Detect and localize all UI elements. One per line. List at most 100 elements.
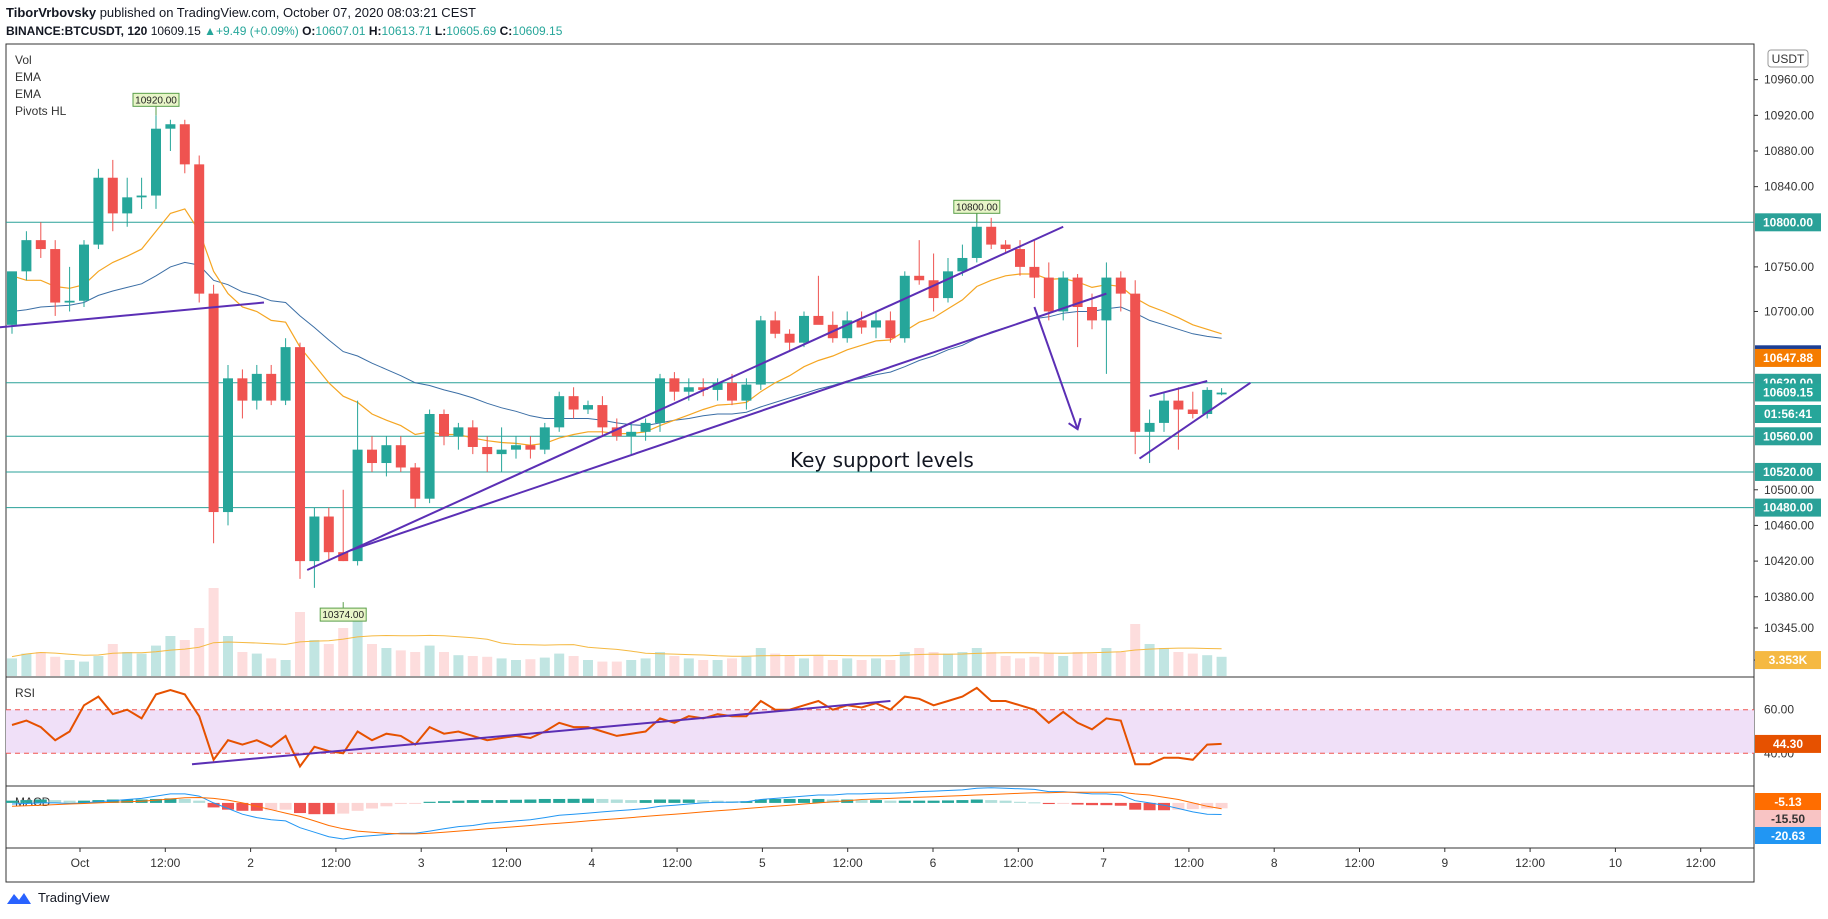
macd-hist-bar (769, 798, 782, 803)
volume-bar (568, 656, 579, 676)
candle-body (1101, 277, 1112, 321)
support-badge-label: 10800.00 (1763, 215, 1813, 229)
candle-body (755, 320, 766, 385)
candle-body (1043, 277, 1054, 312)
candle-body (799, 315, 809, 343)
candle-body (1087, 307, 1097, 321)
volume-bar (1000, 656, 1011, 676)
candle-body (424, 413, 435, 499)
candle-body (554, 396, 565, 428)
macd-hist-bar (596, 798, 609, 803)
low-label: L: (434, 24, 447, 38)
candle-body (1202, 389, 1213, 414)
brand-name[interactable]: TradingView (38, 890, 110, 905)
macd-hist-bar (250, 802, 263, 811)
macd-badge-label: -20.63 (1771, 829, 1805, 843)
macd-hist-bar (956, 800, 969, 803)
candle-body (727, 382, 737, 401)
candle-body (899, 275, 910, 339)
volume-bar (179, 640, 190, 676)
volume-bar (208, 588, 219, 676)
legend-item: EMA (15, 87, 41, 101)
x-tick-label: 3 (418, 856, 425, 870)
candle-body (1115, 277, 1126, 294)
macd-hist-bar (1071, 802, 1084, 805)
candle-body (50, 249, 61, 303)
volume-bar (50, 656, 61, 676)
candle-body (597, 405, 608, 428)
author-name[interactable]: TiborVrbovsky (6, 5, 97, 20)
candle-body (179, 124, 190, 165)
macd-hist-bar (49, 800, 62, 803)
macd-hist-bar (1014, 801, 1026, 803)
volume-bar (1173, 652, 1184, 676)
candle-body (957, 257, 968, 272)
rsi-line (11, 686, 1222, 769)
ema-fast-line (11, 208, 1222, 446)
candle-body (1072, 277, 1083, 308)
volume-bar (79, 661, 89, 676)
macd-hist-bar (466, 800, 479, 803)
volume-bar (93, 656, 104, 676)
macd-hist-bar (279, 802, 292, 810)
down-arrow-line (1033, 306, 1079, 430)
footer: TradingView (6, 890, 110, 905)
candle-body (79, 244, 89, 301)
macd-hist-bar (1114, 802, 1127, 806)
volume-bar (1043, 653, 1054, 676)
tradingview-logo-icon (7, 892, 31, 904)
candle-body (136, 195, 147, 198)
legend-item: EMA (15, 70, 41, 84)
volume-bar (626, 660, 637, 676)
y-tick-label: 10380.00 (1764, 590, 1814, 604)
candle-body (367, 449, 377, 464)
down-arrow-head-icon (1068, 417, 1082, 431)
volume-bar (799, 658, 809, 676)
macd-hist-bar (898, 800, 911, 803)
support-badge-label: 10560.00 (1763, 429, 1813, 443)
symbol-label[interactable]: BINANCE:BTCUSDT, 120 (6, 24, 148, 38)
macd-hist-bar (798, 798, 810, 803)
volume-bar (410, 652, 421, 676)
up-arrow-icon: ▲ (204, 24, 216, 38)
candle-body (971, 226, 982, 258)
candle-body (251, 373, 262, 401)
candle-body (568, 396, 579, 410)
volume-bar (1144, 644, 1155, 676)
candle-body (525, 445, 536, 450)
volume-bar (64, 660, 75, 676)
high-label: H: (368, 24, 382, 38)
candle-body (107, 177, 118, 214)
macd-hist-bar (697, 800, 710, 803)
x-tick-label: 12:00 (321, 856, 351, 870)
trend-line (1138, 381, 1251, 460)
candle-body (482, 446, 493, 455)
macd-hist-bar (308, 802, 321, 815)
macd-hist-bar (582, 798, 594, 803)
rsi-badge-label: 44.30 (1773, 737, 1803, 751)
volume-bar (323, 644, 334, 676)
macd-hist-bar (1129, 802, 1142, 810)
x-tick-label: 12:00 (1686, 856, 1716, 870)
price-badge-label: 3.353K (1769, 653, 1808, 667)
candle-body (410, 467, 421, 499)
volume-bar (597, 661, 608, 676)
volume-bar (1202, 655, 1213, 676)
price-badge (1755, 383, 1821, 402)
candle-body (683, 387, 694, 392)
macd-hist-bar (164, 798, 177, 803)
volume-bar (727, 658, 737, 676)
candle-body (1058, 277, 1069, 312)
volume-bar (381, 648, 392, 676)
macd-hist-bar (438, 801, 450, 803)
volume-bar (914, 648, 925, 676)
macd-hist-bar (6, 800, 18, 803)
x-tick-label: 2 (247, 856, 254, 870)
volume-bar (136, 653, 147, 676)
macd-hist-bar (265, 802, 278, 811)
x-tick-label: Oct (71, 856, 90, 870)
macd-hist-bar (366, 802, 378, 809)
volume-bar (813, 656, 824, 676)
volume-bar (770, 653, 781, 676)
